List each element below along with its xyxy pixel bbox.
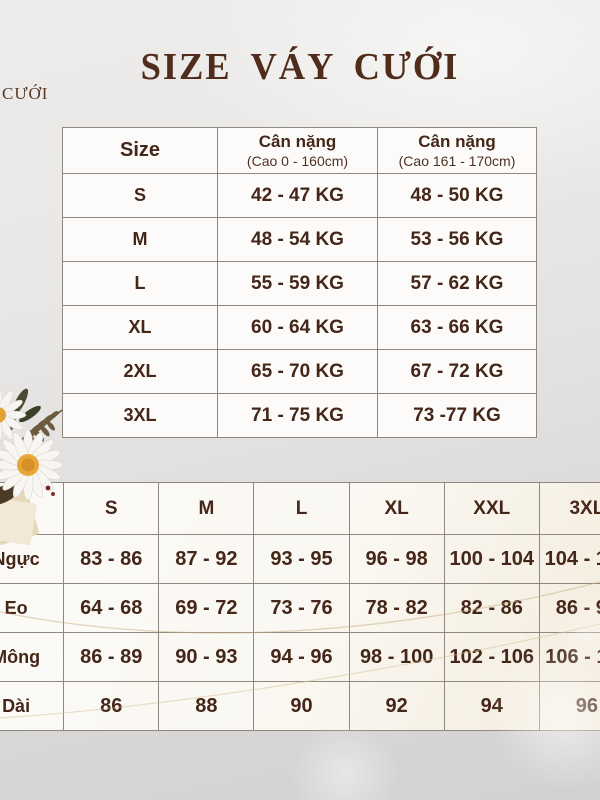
size-column-header: M — [158, 482, 255, 535]
weight-range: 48 - 50 KG — [377, 173, 537, 218]
table-row: M 48 - 54 KG 53 - 56 KG — [62, 217, 537, 262]
measure-value: 98 - 100 — [348, 632, 445, 682]
size-label: S — [62, 173, 218, 218]
table-row: 3XL 71 - 75 KG 73 -77 KG — [62, 393, 537, 438]
measure-value: 106 - 110 — [538, 632, 600, 682]
daisy-flower — [0, 388, 27, 442]
column-header-sublabel: (Cao 0 - 160cm) — [246, 152, 349, 169]
table-row: S M L XL XXL 3XL — [0, 482, 600, 535]
measure-value: 86 - 89 — [63, 632, 160, 682]
column-header-label: Cân nặng — [258, 132, 337, 152]
weight-header-size: Size — [62, 127, 218, 174]
weight-range: 42 - 47 KG — [217, 173, 378, 218]
table-row: XL 60 - 64 KG 63 - 66 KG — [62, 305, 537, 350]
measure-value: 73 - 76 — [253, 583, 350, 633]
size-column-header: L — [253, 482, 350, 535]
fern-leaf-decoration — [17, 409, 63, 453]
measure-value: 87 - 92 — [158, 534, 255, 584]
weight-range: 67 - 72 KG — [377, 349, 537, 394]
measure-row-label: Ngực — [0, 534, 65, 584]
weight-range: 48 - 54 KG — [217, 217, 378, 262]
weight-range: 55 - 59 KG — [217, 261, 378, 306]
measure-value: 88 — [158, 681, 255, 731]
size-column-header: XXL — [443, 482, 540, 535]
column-header-sublabel: (Cao 161 - 170cm) — [398, 152, 516, 169]
measure-value: 92 — [348, 681, 445, 731]
table-row: Ngực 83 - 86 87 - 92 93 - 95 96 - 98 100… — [0, 534, 600, 584]
column-header-label: Cân nặng — [418, 132, 496, 152]
weight-header-under160: Cân nặng (Cao 0 - 160cm) — [217, 127, 378, 174]
size-column-header: S — [63, 482, 160, 535]
measure-value: 90 — [253, 681, 350, 731]
size-label: 2XL — [62, 349, 218, 394]
leaf-decoration — [8, 388, 41, 431]
measure-row-label: Dài — [0, 681, 65, 731]
weight-range: 63 - 66 KG — [377, 305, 537, 350]
measure-value: 104 - 108 — [538, 534, 600, 584]
weight-range: 73 -77 KG — [377, 393, 537, 438]
size-label: L — [62, 261, 218, 306]
weight-range: 53 - 56 KG — [377, 217, 537, 262]
left-watermark-text: CƯỚI — [2, 84, 49, 103]
bokeh-light — [290, 720, 400, 800]
weight-range: 65 - 70 KG — [217, 349, 378, 394]
measure-value: 96 — [538, 681, 600, 731]
weight-table: Size Cân nặng (Cao 0 - 160cm) Cân nặng (… — [62, 127, 537, 438]
measure-row-label: Eo — [0, 583, 65, 633]
measure-value: 96 - 98 — [348, 534, 445, 584]
column-header-label: Size — [119, 139, 161, 161]
measure-value: 78 - 82 — [348, 583, 445, 633]
size-column-header: XL — [348, 482, 445, 535]
page-title: SIZE VÁY CƯỚI — [140, 46, 460, 88]
table-row: Mông 86 - 89 90 - 93 94 - 96 98 - 100 10… — [0, 632, 600, 682]
measure-value: 69 - 72 — [158, 583, 255, 633]
corner-empty-cell — [0, 482, 65, 535]
size-label: M — [62, 217, 218, 262]
measure-value: 86 - 95 — [538, 583, 600, 633]
table-row: Size Cân nặng (Cao 0 - 160cm) Cân nặng (… — [62, 127, 537, 174]
measurement-table: S M L XL XXL 3XL Ngực 83 - 86 87 - 92 93… — [0, 482, 600, 731]
measure-value: 102 - 106 — [443, 632, 540, 682]
measure-value: 93 - 95 — [253, 534, 350, 584]
table-row: Dài 86 88 90 92 94 96 — [0, 681, 600, 731]
weight-table-header: Size Cân nặng (Cao 0 - 160cm) Cân nặng (… — [62, 127, 537, 174]
measure-value: 100 - 104 — [443, 534, 540, 584]
measure-value: 90 - 93 — [158, 632, 255, 682]
weight-header-over160: Cân nặng (Cao 161 - 170cm) — [377, 127, 537, 174]
table-row: Eo 64 - 68 69 - 72 73 - 76 78 - 82 82 - … — [0, 583, 600, 633]
size-column-header: 3XL — [538, 482, 600, 535]
size-label: XL — [62, 305, 218, 350]
measure-row-label: Mông — [0, 632, 65, 682]
table-row: L 55 - 59 KG 57 - 62 KG — [62, 261, 537, 306]
table-row: 2XL 65 - 70 KG 67 - 72 KG — [62, 349, 537, 394]
weight-range: 71 - 75 KG — [217, 393, 378, 438]
size-label: 3XL — [62, 393, 218, 438]
measure-value: 94 - 96 — [253, 632, 350, 682]
measure-value: 86 — [63, 681, 160, 731]
table-row: S 42 - 47 KG 48 - 50 KG — [62, 173, 537, 218]
measurement-table-header: S M L XL XXL 3XL — [0, 482, 600, 535]
measure-value: 83 - 86 — [63, 534, 160, 584]
measure-value: 94 — [443, 681, 540, 731]
measure-value: 64 - 68 — [63, 583, 160, 633]
measure-value: 82 - 86 — [443, 583, 540, 633]
weight-range: 60 - 64 KG — [217, 305, 378, 350]
weight-range: 57 - 62 KG — [377, 261, 537, 306]
